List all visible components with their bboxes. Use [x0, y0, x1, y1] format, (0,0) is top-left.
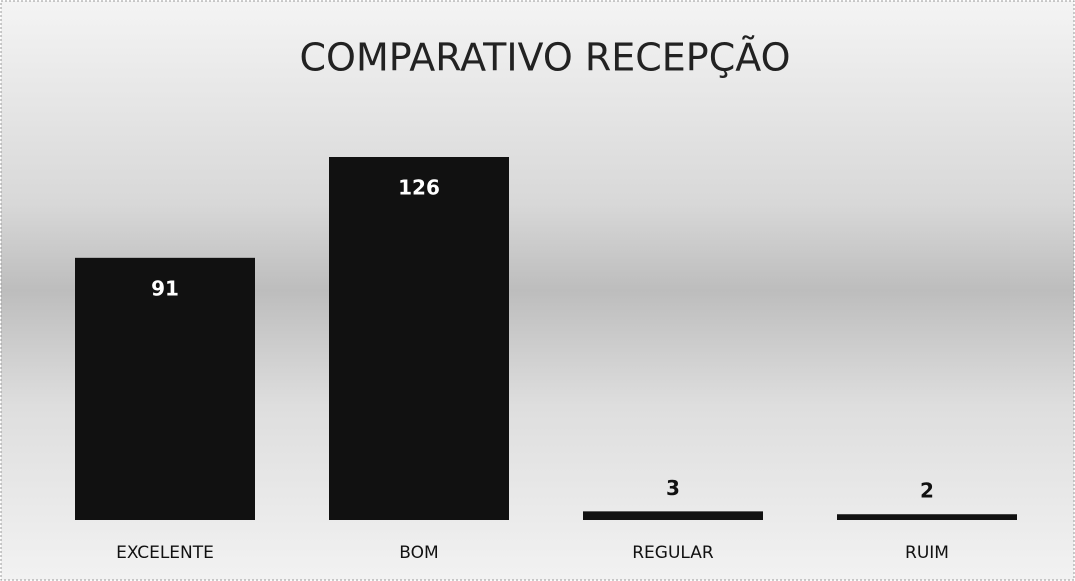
data-label: 126: [398, 176, 440, 200]
data-label: 91: [151, 276, 179, 300]
x-tick-label: BOM: [399, 543, 438, 563]
data-label: 3: [666, 476, 680, 500]
bar: [837, 514, 1017, 520]
x-tick-label: REGULAR: [632, 543, 714, 563]
bar: [75, 257, 255, 520]
bar: [583, 511, 763, 520]
x-tick-label: EXCELENTE: [116, 543, 214, 563]
x-tick-label: RUIM: [905, 543, 949, 563]
chart-title: COMPARATIVO RECEPÇÃO: [300, 36, 791, 80]
data-label: 2: [920, 479, 934, 503]
bar: [329, 157, 509, 520]
